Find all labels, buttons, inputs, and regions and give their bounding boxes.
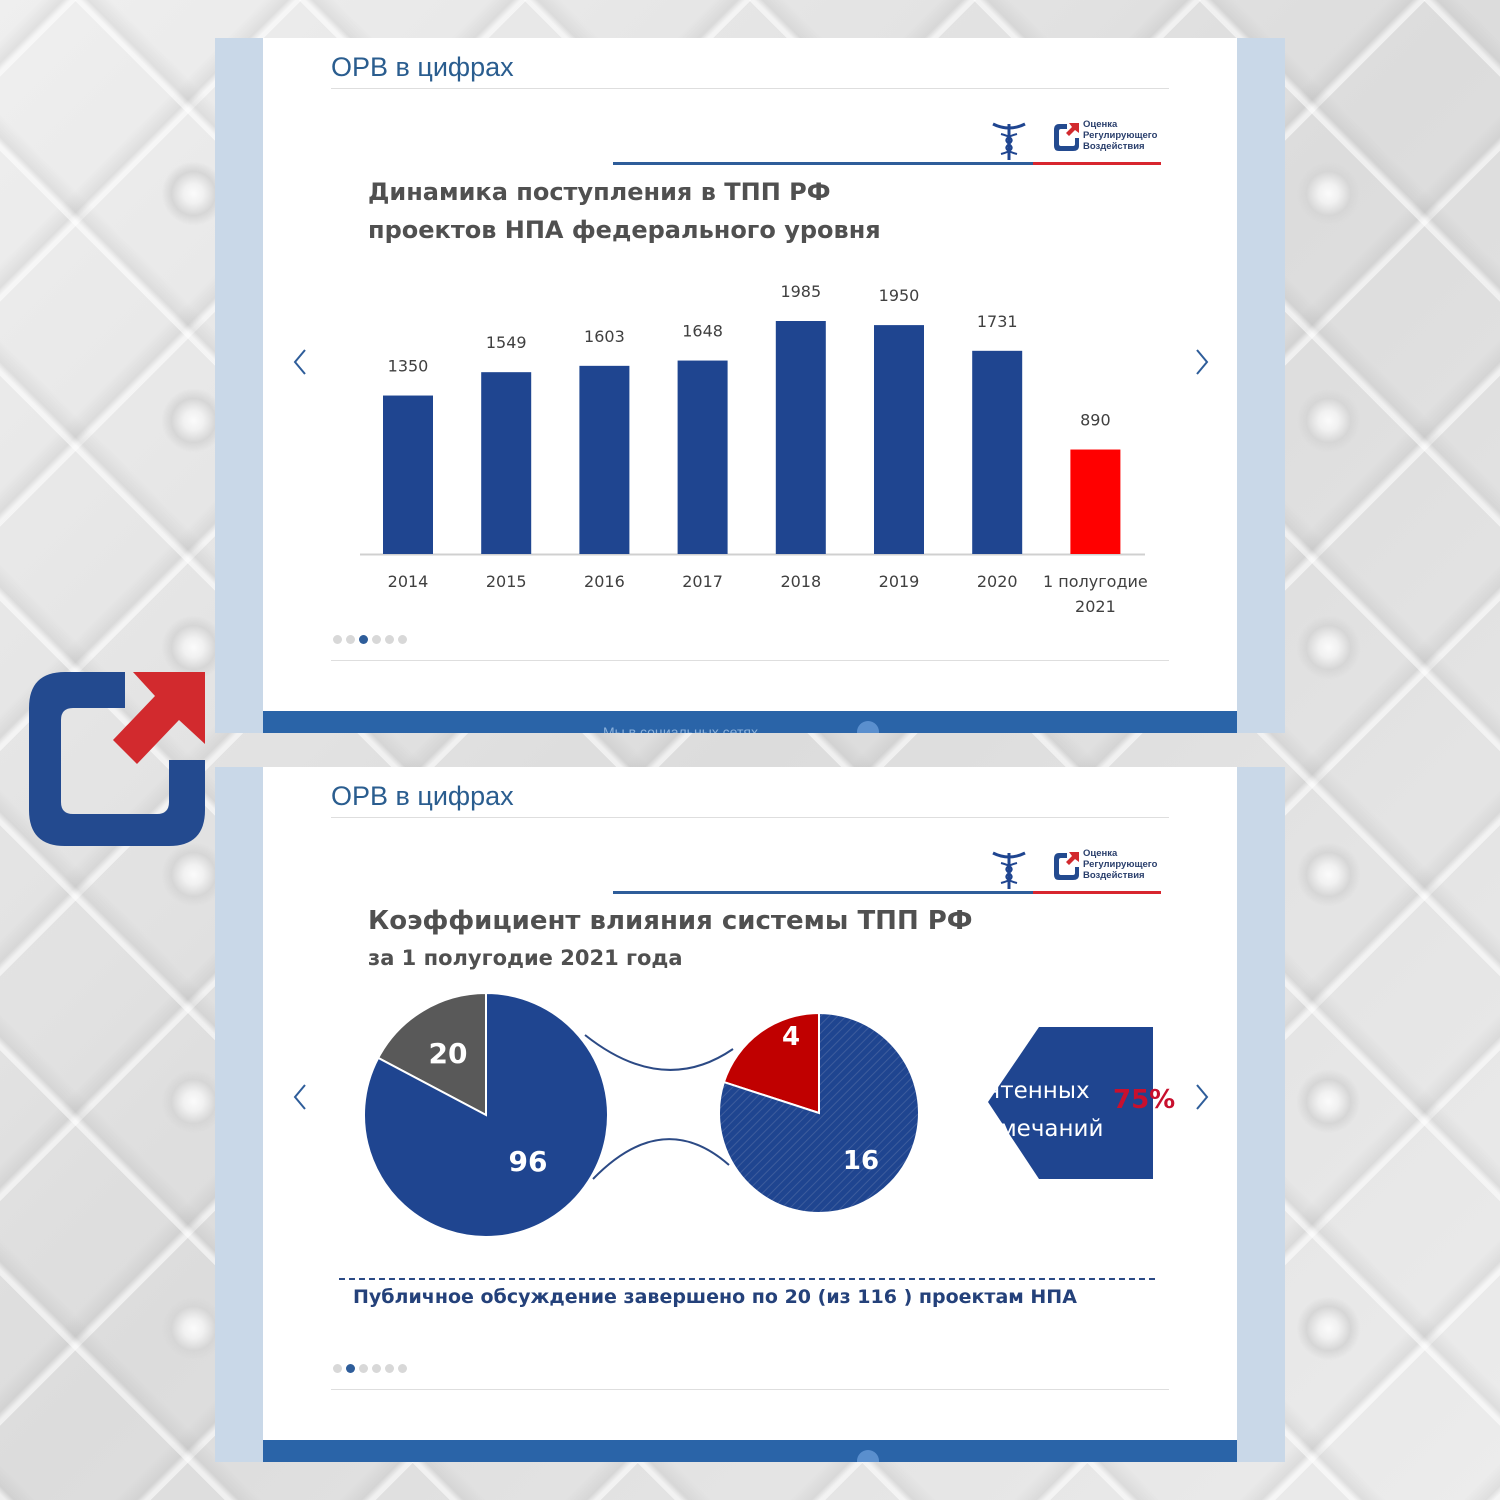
bar-2018 [775, 321, 826, 554]
bar-2017 [677, 360, 728, 554]
bar-value-label: 1985 [780, 282, 821, 301]
pie2-slice-4 [722, 1011, 820, 1115]
logo-text-line: Регулирующего [1083, 130, 1158, 141]
pie-value-label: 20 [429, 1037, 468, 1070]
social-icon[interactable] [857, 1450, 879, 1462]
bar-2016 [579, 365, 630, 554]
carousel-dot[interactable] [333, 1364, 342, 1373]
bar-2019 [874, 325, 924, 554]
pie-connector-top [584, 1034, 734, 1071]
bar-value-label: 1549 [486, 333, 527, 352]
x-tick-label: 2016 [584, 572, 625, 591]
pie-connector-bottom [592, 1138, 730, 1180]
pie-value-label: 4 [782, 1022, 800, 1052]
slide-card-top: ОРВ в цифрах Оценка Регулирующего Воздей… [263, 38, 1237, 733]
bar-1-полугодие-2021 [1070, 449, 1121, 554]
title-divider [331, 88, 1169, 89]
pie2-slice-16 [718, 1011, 920, 1214]
caduceus-icon [992, 851, 1026, 889]
title-divider [331, 817, 1169, 818]
bar-2014 [383, 395, 433, 554]
pie1-slice-96 [363, 991, 609, 1238]
prev-arrow-icon[interactable] [287, 342, 313, 382]
carousel-dot[interactable] [398, 1364, 407, 1373]
x-tick-label: 2021 [1075, 597, 1116, 616]
orv-logo-text: Оценка Регулирующего Воздействия [1083, 119, 1157, 152]
footer-bar: Мы в социальных сетях [263, 711, 1237, 733]
header-blue-line [613, 162, 1033, 165]
carousel-dot[interactable] [385, 1364, 394, 1373]
carousel-dots [333, 1364, 407, 1374]
orv-small-logo [1054, 852, 1079, 880]
pie-value-label: 16 [843, 1146, 879, 1176]
bar-value-label: 1950 [879, 286, 920, 305]
orv-logo-text: Оценка Регулирующего Воздействия [1083, 848, 1157, 881]
logo-text-line: Регулирующего [1083, 859, 1158, 870]
bar-2015 [481, 372, 532, 554]
orv-large-logo [29, 672, 205, 846]
public-discussion-caption: Публичное обсуждение завершено по 20 (из… [353, 1286, 1077, 1308]
x-tick-label: 1 полугодие [1043, 572, 1148, 591]
caduceus-icon [992, 122, 1026, 160]
carousel-dot[interactable] [346, 635, 355, 644]
carousel-dot[interactable] [398, 635, 407, 644]
slide-panel-bottom: ОРВ в цифрах Оценка Регулирующего Воздей… [215, 767, 1285, 1462]
chart-heading-line1: Коэффициент влияния системы ТПП РФ [368, 906, 973, 936]
carousel-dot[interactable] [385, 635, 394, 644]
chart-heading-line1: Динамика поступления в ТПП РФ [368, 178, 831, 206]
carousel-dot[interactable] [359, 1364, 368, 1373]
slide-panel-top: ОРВ в цифрах Оценка Регулирующего Воздей… [215, 38, 1285, 733]
section-title: ОРВ в цифрах [331, 781, 514, 811]
hex-line: учтенных [973, 1078, 1090, 1104]
carousel-dots [333, 635, 407, 645]
hex-line: замечаний [973, 1116, 1104, 1142]
bar-value-label: 1350 [388, 357, 429, 376]
hex-callout [988, 1027, 1153, 1179]
carousel-dot[interactable] [372, 635, 381, 644]
logo-text-line: Оценка [1083, 848, 1118, 859]
carousel-dot-active[interactable] [346, 1364, 355, 1373]
next-arrow-icon[interactable] [1189, 1077, 1215, 1117]
orv-small-logo [1054, 123, 1079, 151]
chart-heading-line2: проектов НПА федерального уровня [368, 216, 881, 244]
x-tick-label: 2015 [486, 572, 527, 591]
bar-2020 [972, 350, 1023, 554]
footer-text[interactable]: Мы в социальных сетях [603, 724, 758, 733]
logo-text-line: Оценка [1083, 119, 1118, 130]
bottom-divider [331, 660, 1169, 661]
carousel-dot[interactable] [372, 1364, 381, 1373]
carousel-dot-active[interactable] [359, 635, 368, 644]
bar-chart: 1350 2014 1549 2015 1603 2016 1648 2017 1985 2018… [360, 282, 1148, 616]
bottom-divider [331, 1389, 1169, 1390]
pie1-slice-20 [376, 991, 487, 1117]
hex-callout-text: учтенных замечаний [973, 1072, 1103, 1148]
x-tick-label: 2017 [682, 572, 723, 591]
header-blue-line [613, 891, 1033, 894]
logo-text-line: Воздействия [1083, 870, 1145, 881]
dashed-divider [339, 1278, 1155, 1280]
slide-card-bottom: ОРВ в цифрах Оценка Регулирующего Воздей… [263, 767, 1237, 1462]
x-tick-label: 2020 [977, 572, 1018, 591]
footer-bar [263, 1440, 1237, 1462]
bar-value-label: 1603 [584, 327, 625, 346]
bar-value-label: 1731 [977, 312, 1018, 331]
social-icon[interactable] [857, 721, 879, 733]
logo-text-line: Воздействия [1083, 141, 1145, 152]
percent-label: 75% [1113, 1085, 1176, 1115]
header-red-line [1033, 891, 1161, 894]
x-tick-label: 2014 [388, 572, 429, 591]
bar-value-label: 1648 [682, 322, 723, 341]
prev-arrow-icon[interactable] [287, 1077, 313, 1117]
bar-value-label: 890 [1080, 411, 1111, 430]
chart-heading-line2: за 1 полугодие 2021 года [368, 946, 683, 970]
header-red-line [1033, 162, 1161, 165]
next-arrow-icon[interactable] [1189, 342, 1215, 382]
carousel-dot[interactable] [333, 635, 342, 644]
section-title: ОРВ в цифрах [331, 52, 514, 82]
x-tick-label: 2019 [879, 572, 920, 591]
pie-chart: 20 96 4 16 [363, 991, 1153, 1238]
pie-value-label: 96 [509, 1145, 548, 1178]
x-tick-label: 2018 [780, 572, 821, 591]
